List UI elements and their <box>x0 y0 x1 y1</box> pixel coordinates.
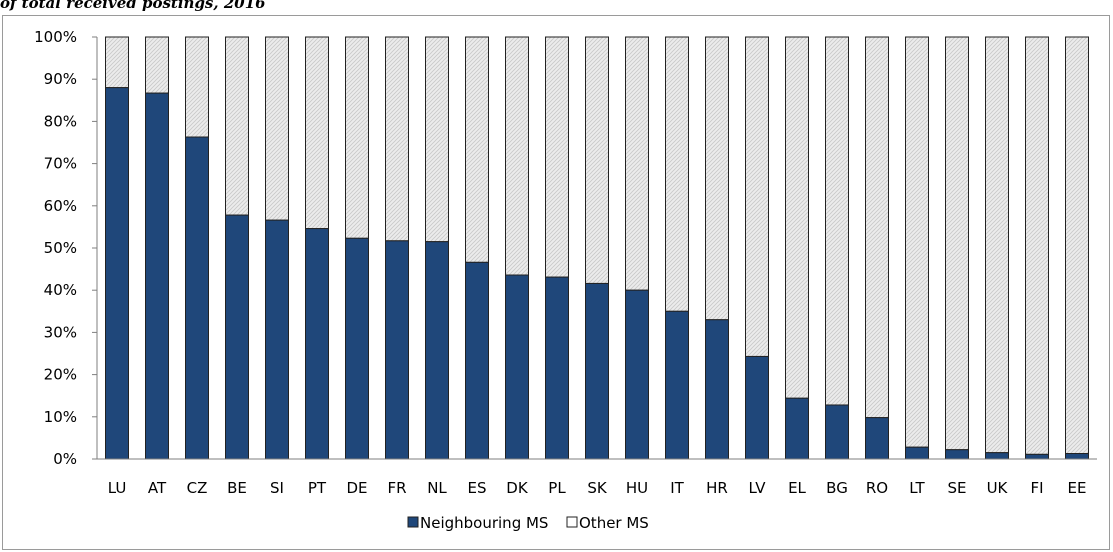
y-tick-label: 0% <box>53 450 77 468</box>
chart-title-fragment: of total received postings, 2016 <box>0 0 266 12</box>
bar-other-LV <box>745 36 769 357</box>
bar-neighbouring-NL <box>425 241 449 460</box>
bar-neighbouring-RO <box>865 417 889 460</box>
y-tick-label: 10% <box>44 408 77 426</box>
y-tick-label: 70% <box>44 155 77 173</box>
bar-other-EE <box>1065 36 1089 455</box>
bar-other-DK <box>505 36 529 276</box>
bar-other-AT <box>145 36 169 94</box>
y-tick-label: 50% <box>44 239 77 257</box>
legend-label-neighbouring: Neighbouring MS <box>420 514 548 532</box>
y-tick-label: 40% <box>44 281 77 299</box>
x-tick-label: DE <box>346 479 367 497</box>
x-tick-label: FR <box>387 479 406 497</box>
x-tick-label: AT <box>148 479 167 497</box>
bar-other-EL <box>785 36 809 399</box>
x-axis: LU AT CZ BE SI PT DE FR NL ES DK PL SK HU IT HR LV EL BG RO… <box>97 458 1097 497</box>
x-tick-label: EE <box>1068 479 1087 497</box>
bar-neighbouring-HR <box>705 319 729 460</box>
legend-swatch-other <box>566 516 578 528</box>
bar-other-BE <box>225 36 249 216</box>
bar-neighbouring-HU <box>625 289 649 460</box>
x-tick-label: DK <box>506 479 529 497</box>
y-axis: 0% 10% 20% 30% 40% 50% 60% 70% 80% 90% 100% <box>34 28 98 468</box>
bar-neighbouring-BG <box>825 404 849 460</box>
bar-other-BG <box>825 36 849 406</box>
bar-other-UK <box>985 36 1009 454</box>
y-tick-label: 20% <box>44 366 77 384</box>
x-tick-label: PL <box>548 479 566 497</box>
bar-neighbouring-DK <box>505 274 529 460</box>
bar-other-SK <box>585 36 609 284</box>
bar-neighbouring-LT <box>905 446 929 460</box>
x-tick-label: UK <box>987 479 1009 497</box>
x-tick-label: BG <box>826 479 848 497</box>
y-tick-label: 80% <box>44 112 77 130</box>
bar-neighbouring-AT <box>145 92 169 460</box>
y-tick-label: 100% <box>34 28 77 46</box>
bar-neighbouring-CZ <box>185 136 209 460</box>
bar-other-CZ <box>185 36 209 138</box>
bar-neighbouring-UK <box>985 452 1009 460</box>
x-tick-label: IT <box>670 479 684 497</box>
bar-other-IT <box>665 36 689 312</box>
bar-neighbouring-DE <box>345 237 369 460</box>
bars <box>105 36 1089 460</box>
x-tick-label: LV <box>749 479 767 497</box>
legend: Neighbouring MS Other MS <box>407 514 649 532</box>
bar-other-DE <box>345 36 369 239</box>
bar-other-HR <box>705 36 729 321</box>
y-tick-label: 60% <box>44 197 77 215</box>
bar-neighbouring-IT <box>665 310 689 460</box>
bar-other-FR <box>385 36 409 242</box>
bar-other-LT <box>905 36 929 448</box>
x-tick-label: SK <box>587 479 608 497</box>
bar-other-PL <box>545 36 569 278</box>
x-tick-label: SI <box>270 479 284 497</box>
bar-other-RO <box>865 36 889 419</box>
x-tick-label: NL <box>427 479 447 497</box>
bar-neighbouring-SE <box>945 449 969 460</box>
bar-other-NL <box>425 36 449 243</box>
bar-other-SE <box>945 36 969 451</box>
bar-neighbouring-EE <box>1065 453 1089 460</box>
legend-label-other: Other MS <box>579 514 649 532</box>
x-tick-label: EL <box>788 479 806 497</box>
bar-neighbouring-EL <box>785 397 809 460</box>
x-tick-label: PT <box>308 479 327 497</box>
bar-neighbouring-FI <box>1025 453 1049 460</box>
x-tick-label: RO <box>866 479 888 497</box>
bar-neighbouring-ES <box>465 261 489 460</box>
bar-neighbouring-PT <box>305 228 329 460</box>
bar-neighbouring-LU <box>105 87 129 460</box>
bar-other-LU <box>105 36 129 89</box>
x-tick-label: LU <box>108 479 127 497</box>
bar-neighbouring-SK <box>585 282 609 460</box>
x-tick-label: HU <box>626 479 648 497</box>
bar-neighbouring-SI <box>265 219 289 460</box>
x-tick-label: CZ <box>187 479 208 497</box>
bar-other-ES <box>465 36 489 263</box>
bar-neighbouring-PL <box>545 276 569 460</box>
bar-other-PT <box>305 36 329 230</box>
x-tick-label: LT <box>909 479 925 497</box>
x-tick-label: BE <box>227 479 247 497</box>
legend-swatch-neighbouring <box>407 516 419 528</box>
bar-other-SI <box>265 36 289 221</box>
x-tick-label: HR <box>706 479 728 497</box>
x-tick-label: FI <box>1030 479 1043 497</box>
bar-neighbouring-BE <box>225 214 249 460</box>
bar-other-HU <box>625 36 649 291</box>
bar-other-FI <box>1025 36 1049 455</box>
y-tick-label: 90% <box>44 70 77 88</box>
bar-neighbouring-FR <box>385 240 409 460</box>
x-tick-label: SE <box>948 479 967 497</box>
y-tick-label: 30% <box>44 323 77 341</box>
x-tick-label: ES <box>468 479 487 497</box>
bar-neighbouring-LV <box>745 355 769 460</box>
